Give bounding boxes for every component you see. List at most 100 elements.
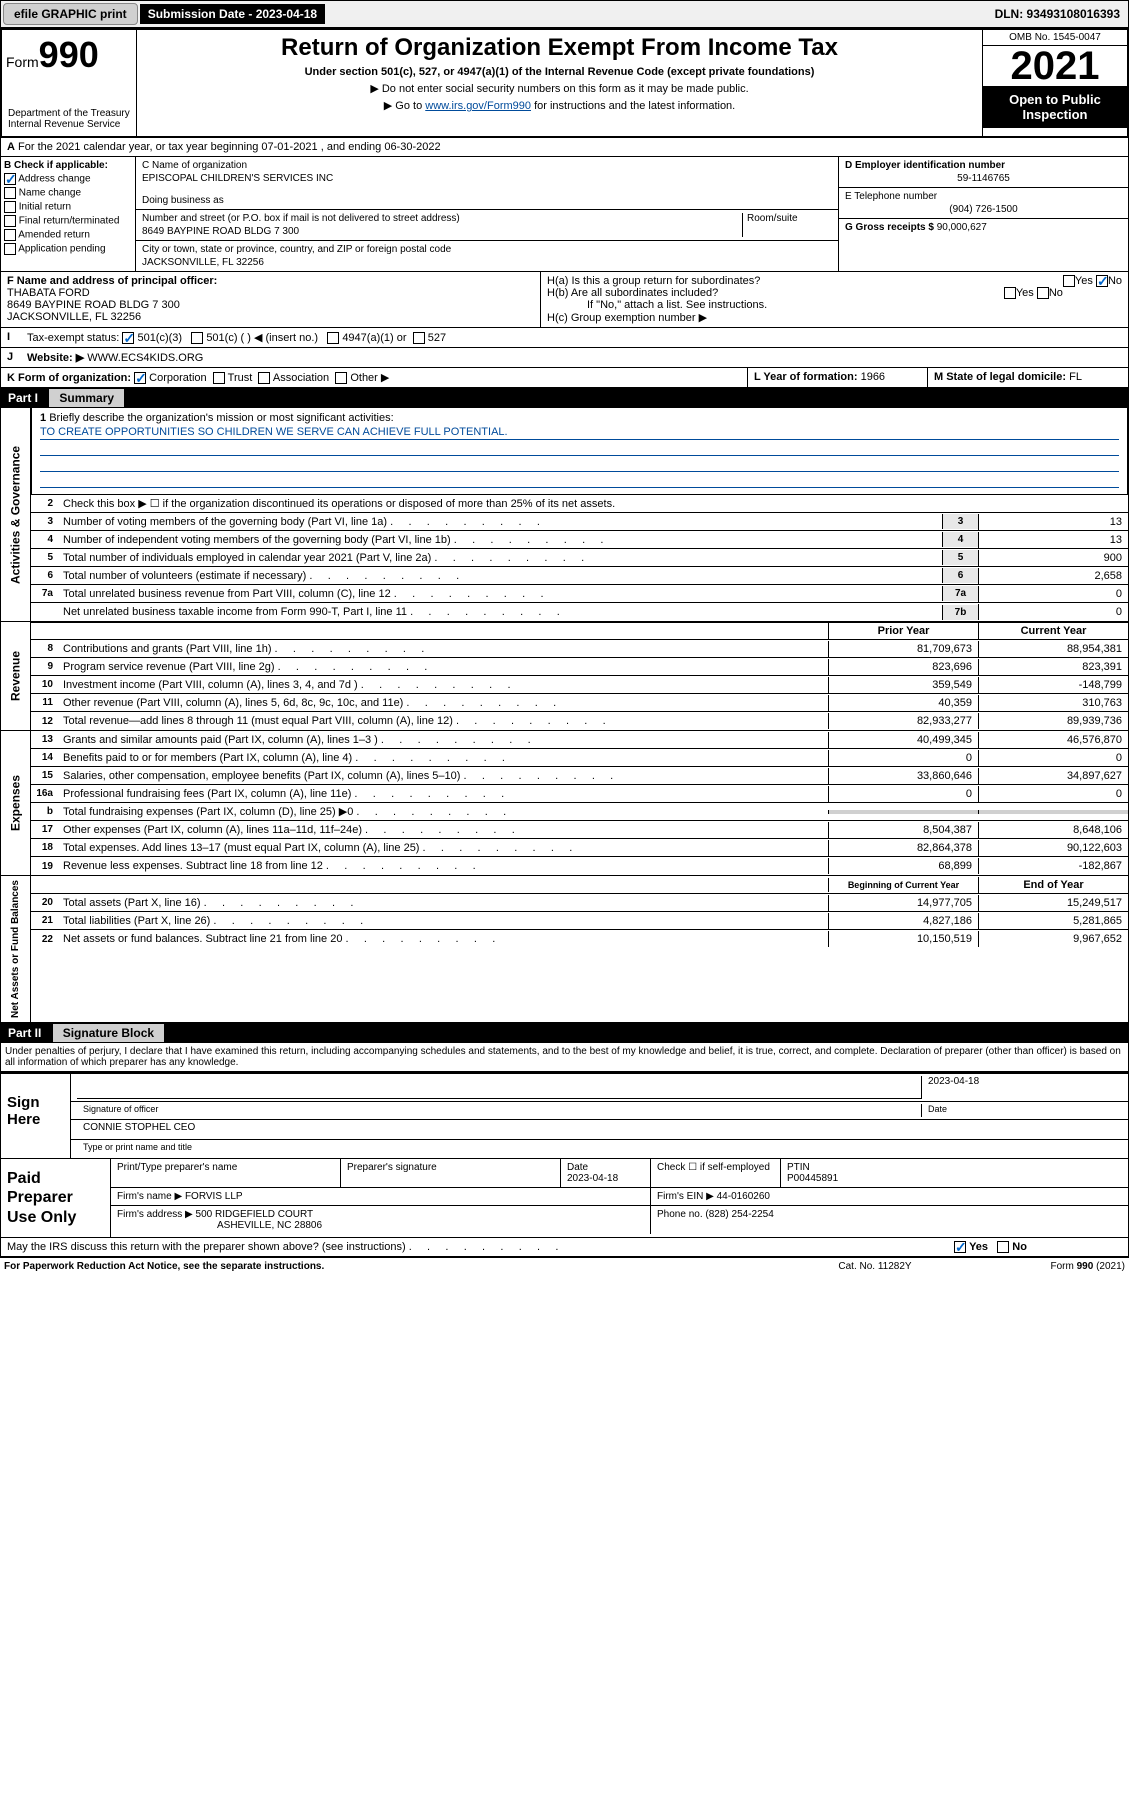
discuss-no-check[interactable]: [997, 1241, 1009, 1253]
form-subtitle: Under section 501(c), 527, or 4947(a)(1)…: [141, 66, 978, 78]
addr-val: 8649 BAYPINE ROAD BLDG 7 300: [142, 226, 742, 237]
line-11: 11 Other revenue (Part VIII, column (A),…: [31, 694, 1128, 712]
discuss-no: No: [1012, 1241, 1027, 1253]
addr-label: Number and street (or P.O. box if mail i…: [142, 213, 460, 224]
dept-treasury: Department of the Treasury Internal Reve…: [6, 106, 132, 132]
ha-no[interactable]: No: [1108, 275, 1122, 287]
org-name-row: C Name of organization EPISCOPAL CHILDRE…: [136, 157, 838, 210]
gross-label: G Gross receipts $: [845, 222, 934, 233]
opt-trust: Trust: [228, 372, 253, 384]
check-app-pending[interactable]: Application pending: [4, 243, 132, 255]
box-b: B Check if applicable: Address change Na…: [1, 157, 136, 271]
sig-date-label: Date: [922, 1104, 1122, 1117]
tax-status-label: Tax-exempt status:: [27, 332, 119, 344]
firm-name: FORVIS LLP: [185, 1191, 243, 1202]
mission-box: 1 Briefly describe the organization's mi…: [31, 408, 1128, 495]
firm-ein-label: Firm's EIN ▶: [657, 1191, 714, 1202]
hb-no[interactable]: No: [1049, 287, 1063, 299]
opt-other: Other ▶: [350, 372, 389, 384]
paid-h3: Date: [567, 1162, 588, 1173]
row-k-l-m: K Form of organization: Corporation Trus…: [0, 368, 1129, 388]
q2: Check this box ▶ ☐ if the organization d…: [59, 495, 1128, 512]
submission-date: Submission Date - 2023-04-18: [140, 4, 325, 24]
line-20: 20 Total assets (Part X, line 16) 14,977…: [31, 894, 1128, 912]
gov-line-3: 3 Number of voting members of the govern…: [31, 513, 1128, 531]
summary-revenue: Revenue Prior Year Current Year 8 Contri…: [0, 622, 1129, 731]
vert-net: Net Assets or Fund Balances: [1, 876, 31, 1022]
discuss-q: May the IRS discuss this return with the…: [7, 1241, 406, 1253]
check-initial[interactable]: Initial return: [4, 201, 132, 213]
check-4947[interactable]: [327, 332, 339, 344]
check-527[interactable]: [413, 332, 425, 344]
phone-label: E Telephone number: [845, 191, 937, 202]
check-assoc[interactable]: [258, 372, 270, 384]
check-corp[interactable]: [134, 372, 146, 384]
ha-yes[interactable]: Yes: [1075, 275, 1093, 287]
firm-addr2: ASHEVILLE, NC 28806: [117, 1220, 322, 1231]
rev-header: Prior Year Current Year: [31, 622, 1128, 640]
name-title-label: Type or print name and title: [77, 1142, 1122, 1156]
gov-line-6: 6 Total number of volunteers (estimate i…: [31, 567, 1128, 585]
discuss-yes-check[interactable]: [954, 1241, 966, 1253]
line-9: 9 Program service revenue (Part VIII, li…: [31, 658, 1128, 676]
sig-officer-label: Signature of officer: [77, 1104, 922, 1117]
officer-addr2: JACKSONVILLE, FL 32256: [7, 311, 141, 323]
box-d-e-g: D Employer identification number 59-1146…: [838, 157, 1128, 271]
instr2-post: for instructions and the latest informat…: [531, 100, 735, 112]
ein-label: D Employer identification number: [845, 160, 1005, 171]
irs-link[interactable]: www.irs.gov/Form990: [425, 100, 531, 112]
firm-phone-label: Phone no.: [657, 1209, 703, 1220]
part1-label: Part I: [8, 391, 38, 405]
opt-527: 527: [428, 332, 446, 344]
paid-h2: Preparer's signature: [341, 1159, 561, 1187]
firm-addr1: 500 RIDGEFIELD COURT: [196, 1209, 314, 1220]
part2-title: Signature Block: [53, 1024, 164, 1042]
check-trust[interactable]: [213, 372, 225, 384]
summary-netassets: Net Assets or Fund Balances Beginning of…: [0, 876, 1129, 1023]
addr-row: Number and street (or P.O. box if mail i…: [136, 210, 838, 241]
check-name-change[interactable]: Name change: [4, 187, 132, 199]
city-row: City or town, state or province, country…: [136, 241, 838, 271]
phone-row: E Telephone number (904) 726-1500: [839, 188, 1128, 219]
form-org-label: K Form of organization:: [7, 372, 131, 384]
paid-check[interactable]: Check ☐ if self-employed: [651, 1159, 781, 1187]
dln: DLN: 93493108016393: [987, 4, 1128, 24]
gross-row: G Gross receipts $ 90,000,627: [839, 219, 1128, 236]
org-name-label: C Name of organization: [142, 160, 247, 171]
footer-cat: Cat. No. 11282Y: [775, 1261, 975, 1272]
ein-val: 59-1146765: [845, 173, 1122, 184]
mission-text: TO CREATE OPPORTUNITIES SO CHILDREN WE S…: [40, 426, 1119, 440]
footer-form: Form 990 (2021): [975, 1261, 1125, 1272]
h-b: H(b) Are all subordinates included?: [547, 287, 718, 299]
footer-pra: For Paperwork Reduction Act Notice, see …: [4, 1261, 775, 1272]
hb-yes[interactable]: Yes: [1016, 287, 1034, 299]
open-to-public: Open to Public Inspection: [983, 86, 1127, 128]
form-num: 990: [39, 34, 99, 75]
phone-val: (904) 726-1500: [845, 204, 1122, 215]
line-2: 2 Check this box ▶ ☐ if the organization…: [31, 495, 1128, 513]
check-other[interactable]: [335, 372, 347, 384]
firm-phone: (828) 254-2254: [705, 1209, 773, 1220]
form-header: Form990 Department of the Treasury Inter…: [0, 28, 1129, 138]
check-501c[interactable]: [191, 332, 203, 344]
org-name: EPISCOPAL CHILDREN'S SERVICES INC: [142, 173, 832, 184]
net-header: Beginning of Current Year End of Year: [31, 876, 1128, 894]
vert-revenue: Revenue: [1, 622, 31, 730]
top-bar: efile GRAPHIC print Submission Date - 20…: [0, 0, 1129, 28]
gov-line-5: 5 Total number of individuals employed i…: [31, 549, 1128, 567]
check-addr-change[interactable]: Address change: [4, 173, 132, 185]
line-b: b Total fundraising expenses (Part IX, c…: [31, 803, 1128, 821]
ptin-val: P00445891: [787, 1173, 838, 1184]
gov-line-4: 4 Number of independent voting members o…: [31, 531, 1128, 549]
line-10: 10 Investment income (Part VIII, column …: [31, 676, 1128, 694]
row-j: J Website: ▶ WWW.ECS4KIDS.ORG: [0, 348, 1129, 368]
efile-button[interactable]: efile GRAPHIC print: [3, 3, 138, 25]
check-final[interactable]: Final return/terminated: [4, 215, 132, 227]
line-16a: 16a Professional fundraising fees (Part …: [31, 785, 1128, 803]
sign-here-label: Sign Here: [1, 1074, 71, 1158]
hdr-end: End of Year: [978, 877, 1128, 893]
box-c: C Name of organization EPISCOPAL CHILDRE…: [136, 157, 838, 271]
city-label: City or town, state or province, country…: [142, 244, 451, 255]
check-501c3[interactable]: [122, 332, 134, 344]
check-amended[interactable]: Amended return: [4, 229, 132, 241]
